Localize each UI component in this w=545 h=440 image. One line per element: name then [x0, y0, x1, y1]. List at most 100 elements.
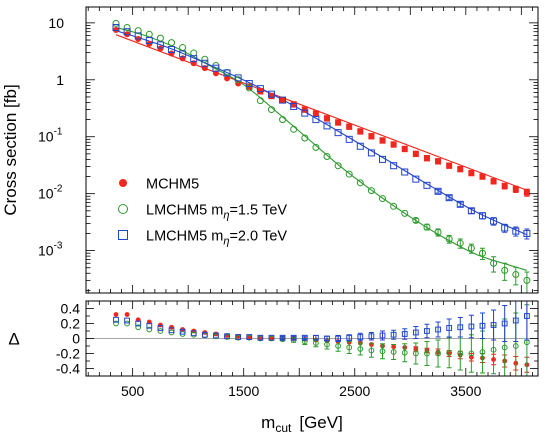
data-point — [224, 333, 230, 340]
data-point — [124, 320, 130, 327]
main-plot-frame — [85, 6, 539, 294]
legend-entry-3: LMCHM5 mη=2.0 TeV — [146, 229, 287, 248]
data-point — [435, 158, 442, 165]
y-tick-label: 1 — [56, 72, 64, 88]
data-point — [168, 50, 175, 57]
data-point — [501, 266, 509, 274]
data-point — [301, 134, 309, 142]
data-point — [412, 216, 420, 224]
data-point — [456, 239, 464, 247]
data-point — [179, 55, 186, 62]
data-point — [201, 331, 208, 338]
x-tick-label: 500 — [121, 383, 145, 399]
data-point — [179, 328, 186, 335]
data-point — [401, 331, 408, 337]
data-point — [301, 106, 308, 113]
data-point — [112, 23, 120, 31]
data-point — [156, 41, 164, 49]
data-point — [445, 194, 453, 202]
data-point — [457, 350, 464, 357]
x-tick-label: 3500 — [450, 383, 481, 399]
x-axis-label-main: m — [261, 413, 275, 432]
data-point — [390, 202, 398, 210]
data-point — [490, 346, 497, 353]
data-point — [267, 106, 275, 114]
data-point — [335, 343, 341, 349]
data-point — [290, 125, 298, 133]
data-point — [401, 145, 408, 153]
data-point — [423, 181, 431, 189]
ratio-axis-ticks: 500 1500 2500 3500 0.40.20-0.2-0.4 — [56, 301, 538, 399]
data-point — [379, 332, 386, 339]
data-point — [467, 207, 475, 215]
data-point — [279, 96, 287, 104]
data-point — [335, 119, 342, 126]
data-point — [201, 59, 209, 67]
x-axis-label-unit: [GeV] — [299, 413, 342, 432]
data-point — [401, 349, 408, 356]
data-point — [479, 349, 486, 355]
data-point — [390, 349, 397, 355]
main-y-axis-label: Cross section [fb] — [1, 84, 20, 215]
data-point — [301, 334, 308, 341]
data-point — [269, 335, 274, 341]
data-point — [512, 271, 520, 279]
data-point — [157, 45, 164, 52]
data-point — [312, 334, 319, 341]
data-point — [156, 34, 164, 42]
data-point — [290, 101, 297, 108]
ratio-y-axis-label: Δ — [8, 330, 19, 349]
data-point — [523, 276, 531, 284]
data-point — [412, 150, 419, 158]
y-tick-label: -0.4 — [56, 361, 80, 377]
data-point — [168, 39, 176, 47]
data-point — [490, 217, 498, 225]
data-point — [112, 19, 120, 27]
data-point — [256, 97, 264, 105]
ratio-series-3 — [113, 300, 530, 342]
data-point — [119, 179, 127, 187]
data-point — [168, 327, 175, 334]
data-point — [279, 334, 286, 341]
data-point — [135, 324, 142, 331]
data-point — [501, 224, 509, 232]
data-point — [312, 143, 320, 151]
data-point — [368, 133, 375, 140]
data-point — [123, 23, 131, 31]
data-point — [445, 235, 453, 243]
data-point — [290, 334, 297, 341]
data-point — [424, 328, 430, 334]
data-point — [501, 320, 508, 327]
data-point — [145, 37, 153, 45]
data-point — [267, 90, 275, 98]
data-point — [446, 162, 453, 169]
data-point — [412, 175, 420, 183]
data-point — [145, 30, 153, 38]
theory-curve-1 — [115, 34, 528, 191]
data-point — [257, 334, 264, 341]
data-point — [169, 324, 174, 330]
data-point — [435, 326, 441, 333]
data-point — [367, 149, 375, 157]
data-point — [512, 185, 519, 193]
data-point — [424, 350, 430, 357]
ratio-plot-frame — [85, 300, 539, 377]
data-point — [357, 334, 364, 340]
data-point — [201, 55, 209, 63]
data-point — [190, 55, 198, 63]
data-point — [456, 200, 464, 208]
data-point — [323, 115, 330, 122]
data-point — [501, 344, 508, 351]
data-point — [401, 209, 409, 217]
data-point — [223, 69, 231, 77]
data-point — [479, 173, 486, 180]
theory-curve-3 — [115, 30, 528, 236]
data-point — [523, 229, 531, 237]
series-2 — [112, 19, 531, 294]
data-point — [379, 195, 387, 203]
data-point — [357, 128, 364, 135]
legend-entry-1: MCHM5 — [146, 177, 199, 193]
data-point — [158, 322, 163, 328]
data-point — [323, 152, 331, 160]
data-point — [335, 335, 341, 342]
